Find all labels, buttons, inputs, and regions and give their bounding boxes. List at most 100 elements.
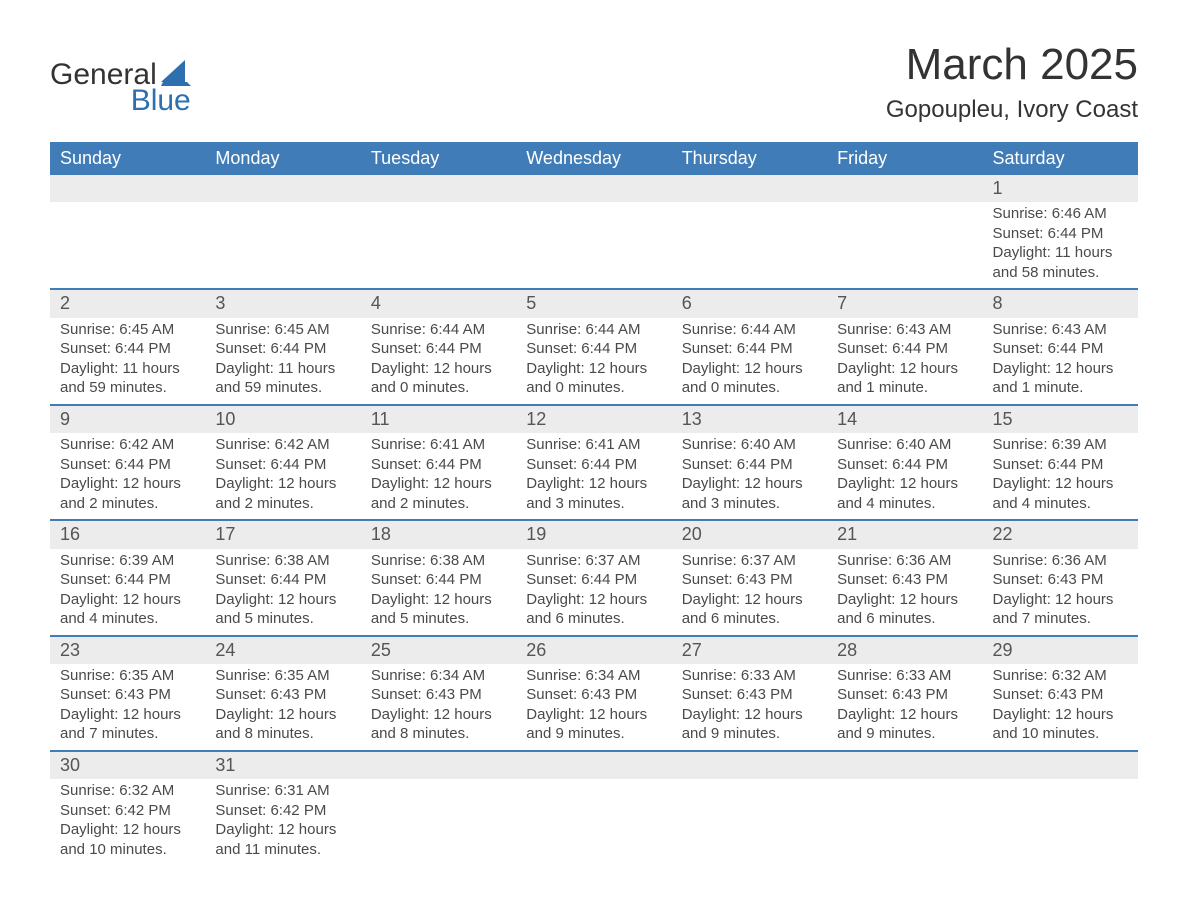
day-number: 21 <box>827 521 982 548</box>
day-info: Sunrise: 6:39 AMSunset: 6:44 PMDaylight:… <box>50 549 205 635</box>
sunrise-line: Sunrise: 6:44 AM <box>371 320 506 340</box>
daylight-line: Daylight: 11 hours and 58 minutes. <box>993 243 1128 282</box>
daylight-line: Daylight: 12 hours and 7 minutes. <box>60 705 195 744</box>
sunrise-line: Sunrise: 6:36 AM <box>837 551 972 571</box>
day-number: 7 <box>827 290 982 317</box>
sunrise-line: Sunrise: 6:46 AM <box>993 204 1128 224</box>
day-cell: 19Sunrise: 6:37 AMSunset: 6:44 PMDayligh… <box>516 520 671 635</box>
day-number: 9 <box>50 406 205 433</box>
daylight-line: Daylight: 12 hours and 4 minutes. <box>837 474 972 513</box>
day-info: Sunrise: 6:45 AMSunset: 6:44 PMDaylight:… <box>50 318 205 404</box>
sunset-line: Sunset: 6:43 PM <box>682 570 817 590</box>
sunset-line: Sunset: 6:44 PM <box>837 339 972 359</box>
header: General Blue March 2025 Gopoupleu, Ivory… <box>50 40 1138 124</box>
day-cell: 24Sunrise: 6:35 AMSunset: 6:43 PMDayligh… <box>205 636 360 751</box>
day-cell: 2Sunrise: 6:45 AMSunset: 6:44 PMDaylight… <box>50 289 205 404</box>
weekday-header: Wednesday <box>516 142 671 175</box>
day-info: Sunrise: 6:42 AMSunset: 6:44 PMDaylight:… <box>205 433 360 519</box>
empty-daynum <box>205 175 360 202</box>
empty-cell <box>672 175 827 289</box>
day-info: Sunrise: 6:46 AMSunset: 6:44 PMDaylight:… <box>983 202 1138 288</box>
sunrise-line: Sunrise: 6:38 AM <box>371 551 506 571</box>
sunset-line: Sunset: 6:44 PM <box>371 339 506 359</box>
sunset-line: Sunset: 6:44 PM <box>215 570 350 590</box>
sunrise-line: Sunrise: 6:38 AM <box>215 551 350 571</box>
day-info: Sunrise: 6:38 AMSunset: 6:44 PMDaylight:… <box>361 549 516 635</box>
calendar-body: 1Sunrise: 6:46 AMSunset: 6:44 PMDaylight… <box>50 175 1138 865</box>
day-info: Sunrise: 6:39 AMSunset: 6:44 PMDaylight:… <box>983 433 1138 519</box>
day-number: 22 <box>983 521 1138 548</box>
daylight-line: Daylight: 12 hours and 1 minute. <box>993 359 1128 398</box>
empty-daynum <box>672 752 827 779</box>
daylight-line: Daylight: 12 hours and 8 minutes. <box>215 705 350 744</box>
empty-daynum <box>827 752 982 779</box>
sunrise-line: Sunrise: 6:43 AM <box>993 320 1128 340</box>
day-cell: 18Sunrise: 6:38 AMSunset: 6:44 PMDayligh… <box>361 520 516 635</box>
day-cell: 16Sunrise: 6:39 AMSunset: 6:44 PMDayligh… <box>50 520 205 635</box>
day-cell: 4Sunrise: 6:44 AMSunset: 6:44 PMDaylight… <box>361 289 516 404</box>
day-info: Sunrise: 6:42 AMSunset: 6:44 PMDaylight:… <box>50 433 205 519</box>
calendar-row: 30Sunrise: 6:32 AMSunset: 6:42 PMDayligh… <box>50 751 1138 865</box>
empty-daynum <box>672 175 827 202</box>
day-info: Sunrise: 6:32 AMSunset: 6:42 PMDaylight:… <box>50 779 205 865</box>
sunset-line: Sunset: 6:44 PM <box>526 570 661 590</box>
sunset-line: Sunset: 6:44 PM <box>993 339 1128 359</box>
day-number: 8 <box>983 290 1138 317</box>
day-info: Sunrise: 6:37 AMSunset: 6:44 PMDaylight:… <box>516 549 671 635</box>
day-number: 18 <box>361 521 516 548</box>
day-info: Sunrise: 6:44 AMSunset: 6:44 PMDaylight:… <box>672 318 827 404</box>
day-cell: 21Sunrise: 6:36 AMSunset: 6:43 PMDayligh… <box>827 520 982 635</box>
day-number: 16 <box>50 521 205 548</box>
calendar-row: 9Sunrise: 6:42 AMSunset: 6:44 PMDaylight… <box>50 405 1138 520</box>
day-info: Sunrise: 6:36 AMSunset: 6:43 PMDaylight:… <box>983 549 1138 635</box>
daylight-line: Daylight: 12 hours and 0 minutes. <box>682 359 817 398</box>
day-number: 27 <box>672 637 827 664</box>
daylight-line: Daylight: 12 hours and 7 minutes. <box>993 590 1128 629</box>
sunrise-line: Sunrise: 6:40 AM <box>837 435 972 455</box>
day-cell: 13Sunrise: 6:40 AMSunset: 6:44 PMDayligh… <box>672 405 827 520</box>
daylight-line: Daylight: 12 hours and 2 minutes. <box>60 474 195 513</box>
daylight-line: Daylight: 11 hours and 59 minutes. <box>60 359 195 398</box>
day-info: Sunrise: 6:32 AMSunset: 6:43 PMDaylight:… <box>983 664 1138 750</box>
empty-cell <box>361 175 516 289</box>
sunset-line: Sunset: 6:44 PM <box>993 224 1128 244</box>
title-block: March 2025 Gopoupleu, Ivory Coast <box>886 40 1138 124</box>
daylight-line: Daylight: 11 hours and 59 minutes. <box>215 359 350 398</box>
day-number: 4 <box>361 290 516 317</box>
daylight-line: Daylight: 12 hours and 10 minutes. <box>993 705 1128 744</box>
sunrise-line: Sunrise: 6:39 AM <box>60 551 195 571</box>
day-cell: 10Sunrise: 6:42 AMSunset: 6:44 PMDayligh… <box>205 405 360 520</box>
daylight-line: Daylight: 12 hours and 6 minutes. <box>682 590 817 629</box>
day-number: 24 <box>205 637 360 664</box>
day-number: 11 <box>361 406 516 433</box>
day-number: 30 <box>50 752 205 779</box>
daylight-line: Daylight: 12 hours and 5 minutes. <box>371 590 506 629</box>
day-info: Sunrise: 6:45 AMSunset: 6:44 PMDaylight:… <box>205 318 360 404</box>
weekday-header: Monday <box>205 142 360 175</box>
day-number: 29 <box>983 637 1138 664</box>
sunset-line: Sunset: 6:43 PM <box>215 685 350 705</box>
brand-blue: Blue <box>131 86 191 116</box>
day-number: 26 <box>516 637 671 664</box>
daylight-line: Daylight: 12 hours and 10 minutes. <box>60 820 195 859</box>
sunrise-line: Sunrise: 6:34 AM <box>526 666 661 686</box>
sunset-line: Sunset: 6:44 PM <box>215 455 350 475</box>
day-number: 2 <box>50 290 205 317</box>
sunset-line: Sunset: 6:43 PM <box>60 685 195 705</box>
day-cell: 20Sunrise: 6:37 AMSunset: 6:43 PMDayligh… <box>672 520 827 635</box>
day-cell: 17Sunrise: 6:38 AMSunset: 6:44 PMDayligh… <box>205 520 360 635</box>
sunrise-line: Sunrise: 6:39 AM <box>993 435 1128 455</box>
day-number: 15 <box>983 406 1138 433</box>
sunrise-line: Sunrise: 6:45 AM <box>215 320 350 340</box>
sunset-line: Sunset: 6:43 PM <box>682 685 817 705</box>
empty-cell <box>361 751 516 865</box>
sunrise-line: Sunrise: 6:41 AM <box>526 435 661 455</box>
empty-cell <box>827 175 982 289</box>
day-cell: 1Sunrise: 6:46 AMSunset: 6:44 PMDaylight… <box>983 175 1138 289</box>
day-number: 12 <box>516 406 671 433</box>
daylight-line: Daylight: 12 hours and 4 minutes. <box>60 590 195 629</box>
sunset-line: Sunset: 6:44 PM <box>60 339 195 359</box>
empty-dayinfo <box>672 202 827 284</box>
empty-cell <box>983 751 1138 865</box>
day-number: 20 <box>672 521 827 548</box>
